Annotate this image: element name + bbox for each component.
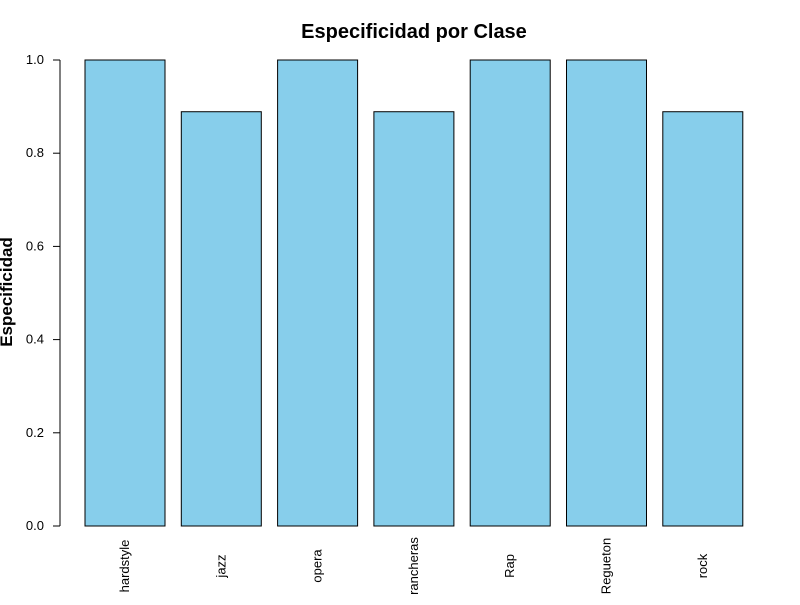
- bar-hardstyle: [84, 59, 166, 527]
- y-tick-label: 0.2: [26, 425, 44, 440]
- category-labels: hardstyle jazz opera rancheras Rap Regueton ro…: [117, 537, 710, 595]
- y-tick-label: 0.4: [26, 332, 44, 347]
- chart-title: Especificidad por Clase: [301, 21, 527, 43]
- y-tick-label: 0.0: [26, 518, 44, 533]
- category-label-hardstyle: hardstyle: [117, 540, 132, 593]
- category-label-regueton: Regueton: [599, 538, 614, 594]
- y-tick-label: 0.6: [26, 238, 44, 253]
- category-label-rancheras: rancheras: [406, 537, 421, 595]
- bar-rap: [469, 59, 551, 527]
- y-tick-label: 1.0: [26, 52, 44, 67]
- y-tick-label: 0.8: [26, 145, 44, 160]
- y-axis-label: Especificidad: [0, 237, 16, 347]
- category-label-rock: rock: [695, 553, 710, 578]
- bars-group: [84, 59, 744, 527]
- category-label-jazz: jazz: [213, 554, 228, 578]
- bar-rock: [662, 111, 744, 527]
- bar-jazz: [180, 111, 262, 527]
- y-axis: 0.0 0.2 0.4 0.6 0.8 1.0: [26, 52, 61, 533]
- category-label-rap: Rap: [502, 554, 517, 578]
- bar-rancheras: [373, 111, 455, 527]
- category-label-opera: opera: [310, 549, 325, 583]
- bar-opera: [277, 59, 359, 527]
- bar-regueton: [566, 59, 647, 527]
